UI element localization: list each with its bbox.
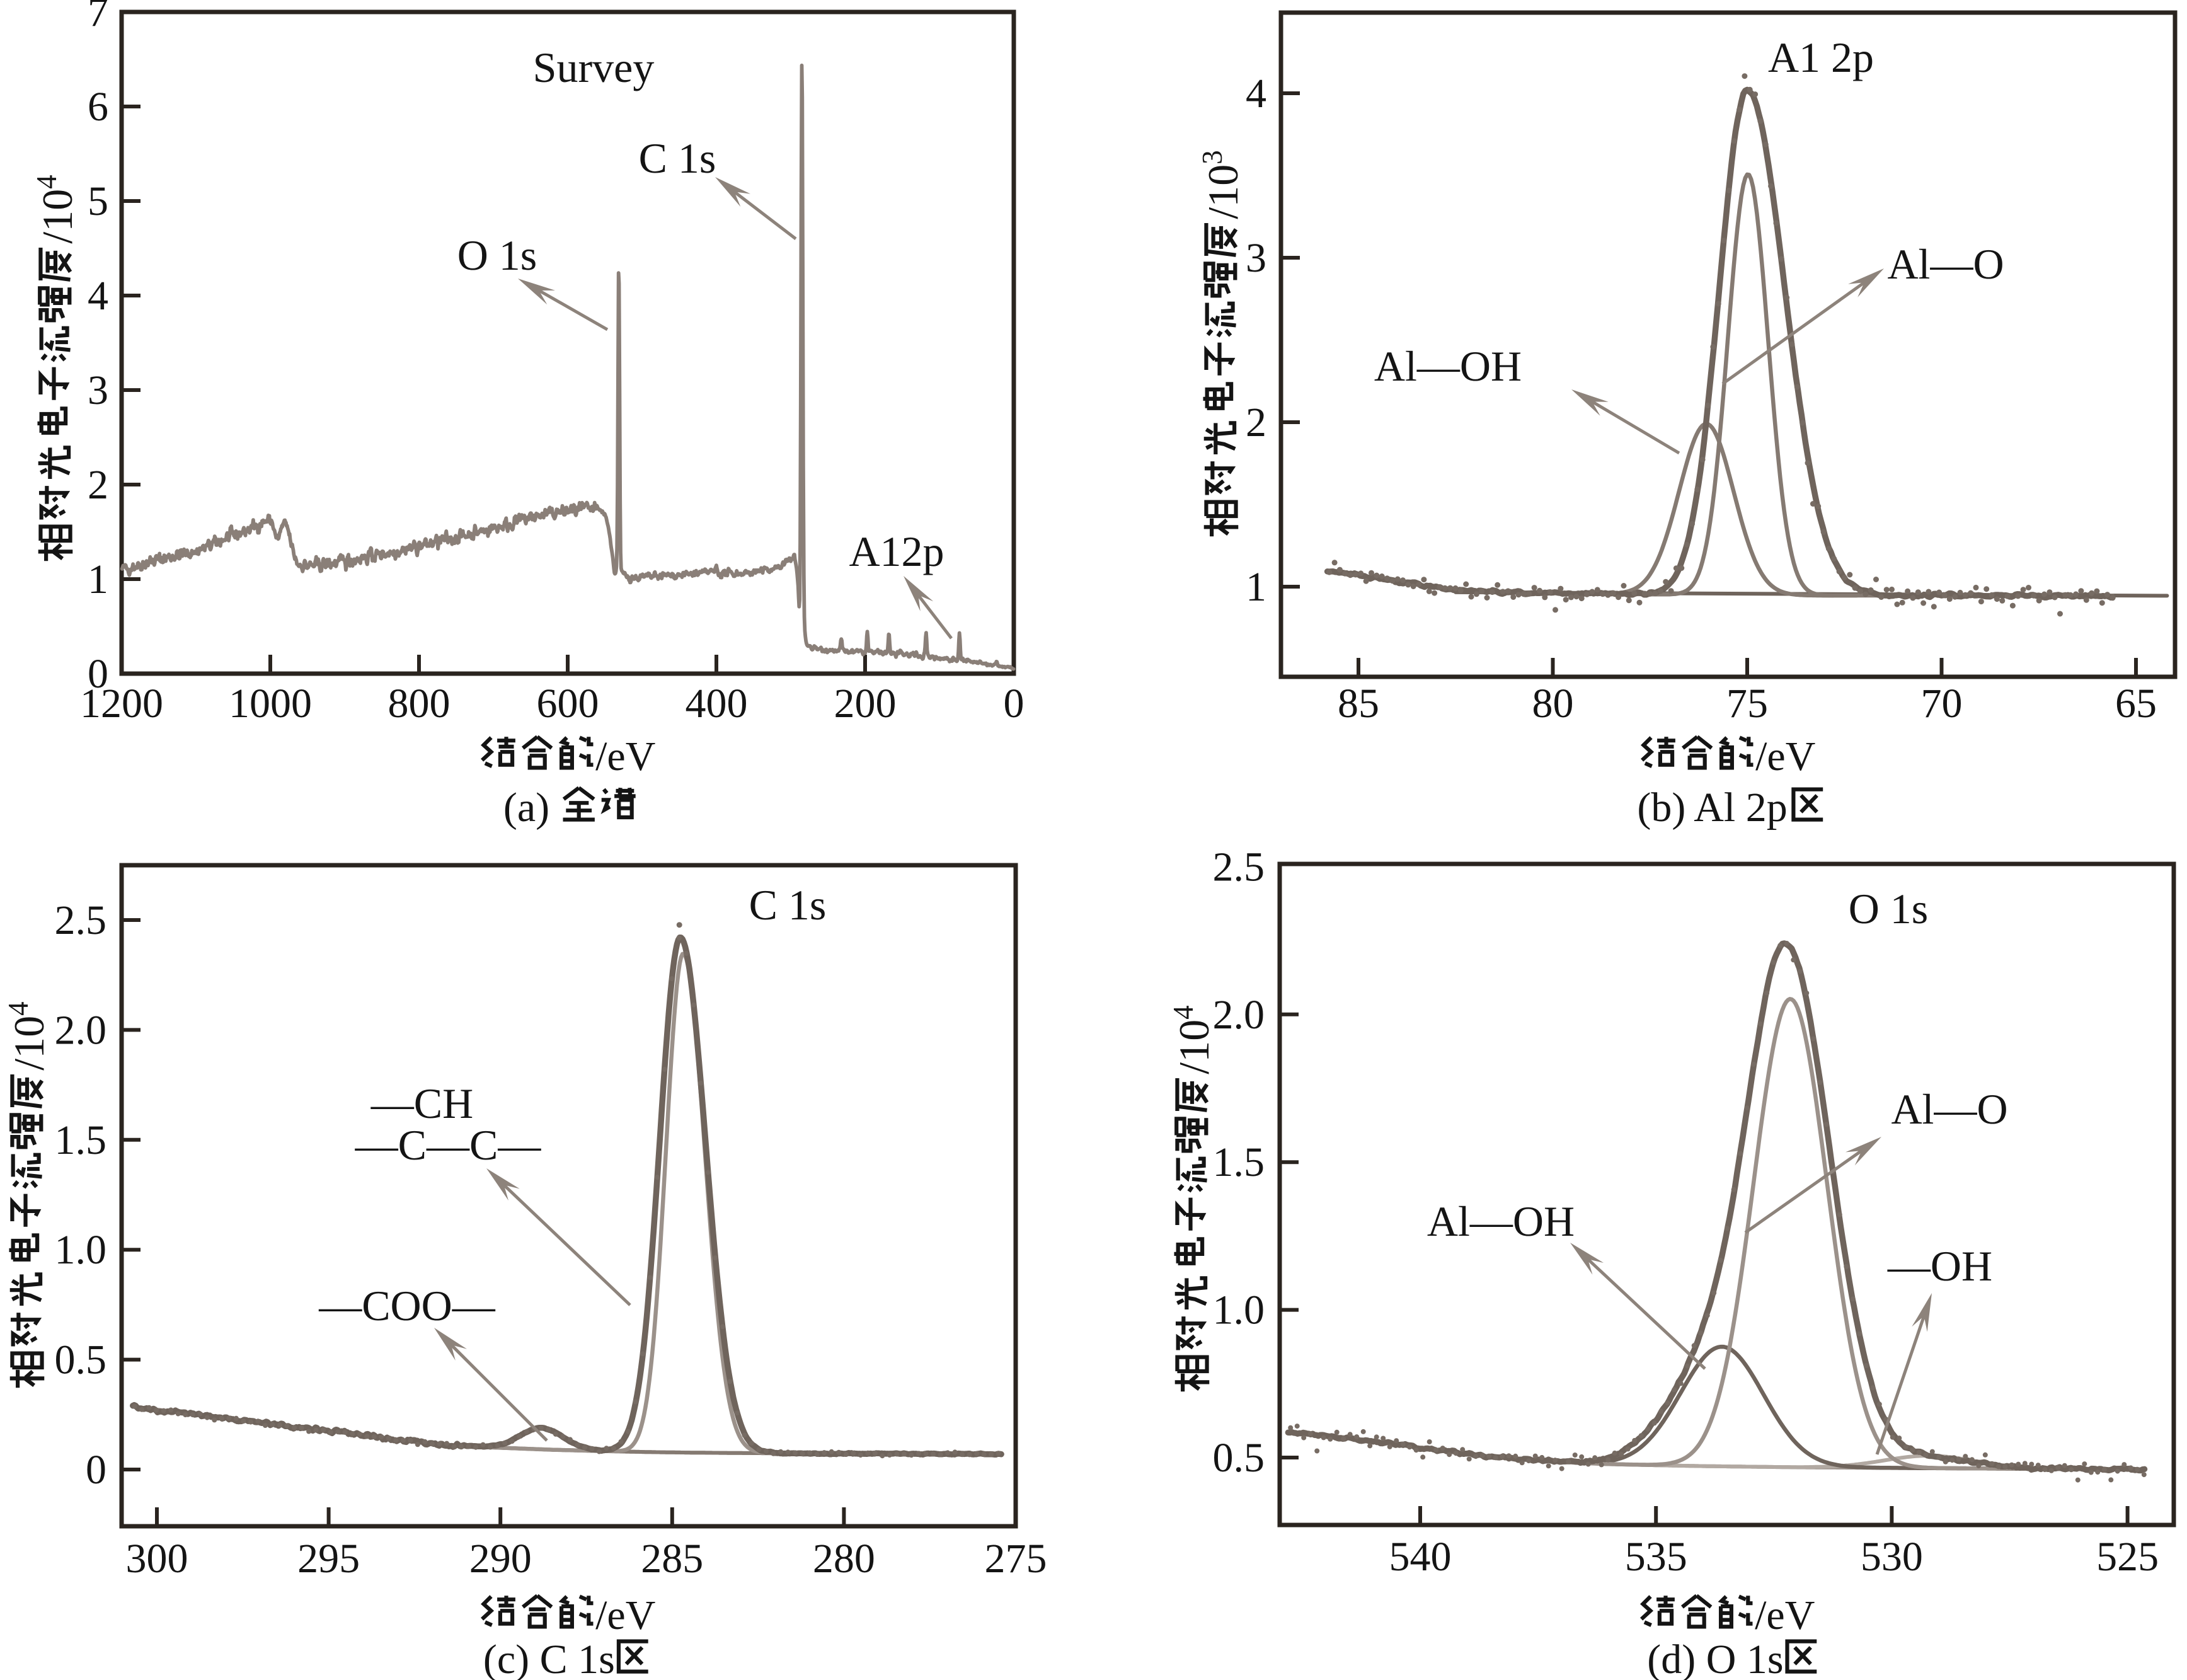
svg-text:200: 200 bbox=[834, 681, 897, 727]
svg-text:4: 4 bbox=[3, 1001, 34, 1016]
svg-text:3: 3 bbox=[88, 367, 108, 413]
svg-text:7: 7 bbox=[88, 0, 108, 35]
svg-text:O 1s: O 1s bbox=[457, 231, 537, 279]
svg-text:1000: 1000 bbox=[229, 681, 312, 727]
svg-text:2: 2 bbox=[1246, 400, 1266, 446]
svg-text:1.5: 1.5 bbox=[55, 1117, 107, 1163]
svg-text:—OH: —OH bbox=[1887, 1242, 1992, 1290]
svg-text:800: 800 bbox=[388, 681, 451, 727]
svg-text:0.5: 0.5 bbox=[55, 1337, 107, 1383]
svg-text:3: 3 bbox=[1246, 235, 1266, 281]
svg-text:/10: /10 bbox=[1199, 164, 1247, 219]
svg-text:0.5: 0.5 bbox=[1213, 1435, 1265, 1481]
svg-text:5: 5 bbox=[88, 178, 108, 224]
svg-text:0: 0 bbox=[1004, 681, 1025, 727]
svg-text:4: 4 bbox=[1246, 71, 1266, 117]
svg-text:80: 80 bbox=[1532, 681, 1574, 727]
svg-text:280: 280 bbox=[813, 1536, 875, 1582]
svg-text:1200: 1200 bbox=[80, 681, 163, 727]
svg-text:(b) Al 2p: (b) Al 2p bbox=[1637, 785, 1787, 831]
svg-text:65: 65 bbox=[2115, 681, 2157, 727]
svg-text:275: 275 bbox=[985, 1536, 1047, 1582]
svg-text:Al—O: Al—O bbox=[1887, 240, 2004, 288]
svg-text:1.0: 1.0 bbox=[1213, 1287, 1265, 1333]
svg-text:400: 400 bbox=[686, 681, 748, 727]
svg-text:A12p: A12p bbox=[849, 527, 944, 575]
svg-text:(c) C 1s: (c) C 1s bbox=[483, 1637, 615, 1680]
svg-text:1.5: 1.5 bbox=[1213, 1139, 1265, 1185]
svg-text:540: 540 bbox=[1389, 1534, 1452, 1580]
svg-text:1: 1 bbox=[1246, 564, 1266, 610]
svg-text:525: 525 bbox=[2096, 1534, 2159, 1580]
svg-text:285: 285 bbox=[641, 1536, 703, 1582]
svg-text:/10: /10 bbox=[5, 1016, 53, 1071]
svg-text:4: 4 bbox=[88, 273, 108, 319]
svg-text:2: 2 bbox=[88, 462, 108, 508]
svg-text:/eV: /eV bbox=[1755, 734, 1815, 780]
svg-text:530: 530 bbox=[1861, 1534, 1923, 1580]
svg-text:2.0: 2.0 bbox=[55, 1007, 107, 1053]
svg-text:C 1s: C 1s bbox=[749, 881, 827, 929]
svg-text:85: 85 bbox=[1338, 681, 1379, 727]
svg-text:70: 70 bbox=[1921, 681, 1963, 727]
svg-text:Al—OH: Al—OH bbox=[1374, 342, 1522, 390]
svg-text:—COO—: —COO— bbox=[318, 1282, 496, 1330]
svg-text:2.5: 2.5 bbox=[1213, 844, 1265, 890]
svg-text:295: 295 bbox=[297, 1536, 360, 1582]
svg-text:(d) O 1s: (d) O 1s bbox=[1647, 1637, 1783, 1680]
svg-text:Al—O: Al—O bbox=[1891, 1085, 2007, 1133]
svg-text:1: 1 bbox=[88, 556, 108, 602]
svg-text:290: 290 bbox=[469, 1536, 532, 1582]
svg-text:—CH: —CH bbox=[370, 1079, 473, 1127]
svg-text:(a): (a) bbox=[503, 785, 549, 831]
svg-text:4: 4 bbox=[31, 175, 62, 189]
svg-text:300: 300 bbox=[126, 1536, 188, 1582]
svg-text:0: 0 bbox=[86, 1447, 106, 1493]
svg-text:Al—OH: Al—OH bbox=[1427, 1197, 1575, 1245]
svg-text:75: 75 bbox=[1726, 681, 1768, 727]
svg-text:Survey: Survey bbox=[533, 43, 655, 91]
svg-text:A1 2p: A1 2p bbox=[1768, 33, 1874, 81]
svg-text:/eV: /eV bbox=[1755, 1592, 1815, 1638]
svg-text:3: 3 bbox=[1197, 150, 1228, 164]
svg-text:/eV: /eV bbox=[595, 1592, 655, 1638]
svg-text:/10: /10 bbox=[33, 189, 81, 244]
svg-text:O 1s: O 1s bbox=[1849, 885, 1929, 933]
svg-text:600: 600 bbox=[537, 681, 599, 727]
svg-text:—C—C—: —C—C— bbox=[355, 1121, 542, 1169]
svg-text:2.0: 2.0 bbox=[1213, 992, 1265, 1038]
svg-text:4: 4 bbox=[1168, 1005, 1199, 1020]
svg-text:6: 6 bbox=[88, 84, 108, 130]
svg-text:0: 0 bbox=[88, 651, 108, 697]
svg-text:2.5: 2.5 bbox=[55, 897, 107, 943]
svg-text:C 1s: C 1s bbox=[639, 134, 716, 182]
svg-text:/10: /10 bbox=[1170, 1020, 1218, 1074]
svg-text:535: 535 bbox=[1625, 1534, 1687, 1580]
svg-text:1.0: 1.0 bbox=[55, 1227, 107, 1273]
svg-text:/eV: /eV bbox=[595, 734, 655, 780]
